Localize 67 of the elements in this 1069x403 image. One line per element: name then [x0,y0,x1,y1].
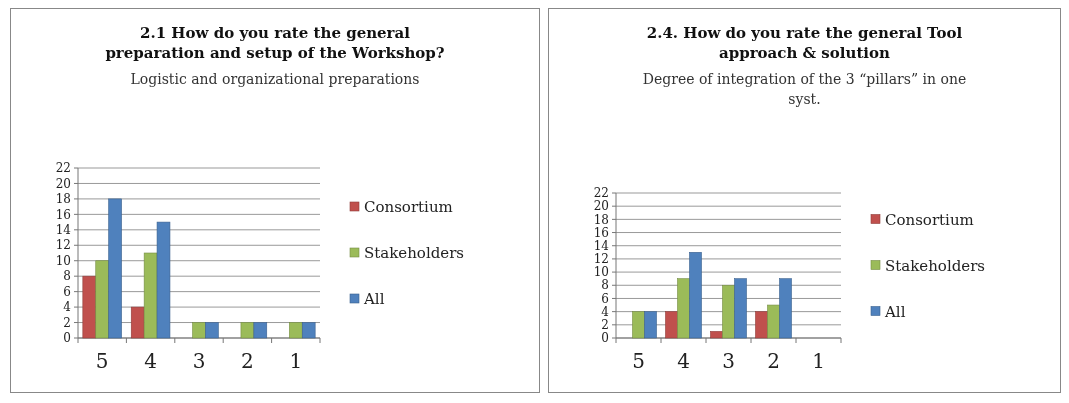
y-tick-label: 16 [593,225,609,240]
bar [301,322,316,339]
y-tick-label: 18 [55,192,71,207]
y-tick-label: 18 [593,212,609,227]
bar [95,260,109,339]
y-tick-label: 0 [63,331,71,346]
chart-subtitle: Degree of integration of the 3 “pillars” in one syst. [642,71,967,107]
y-tick-label: 4 [601,304,610,319]
bar [755,311,768,339]
bar [156,221,171,339]
bar [722,284,735,339]
chart-title: 2.1 How do you rate the general preparation and setup of the Workshop? [105,24,445,62]
bar [644,311,657,339]
bar [710,331,723,339]
y-tick-label: 16 [55,207,71,222]
y-tick-label: 14 [55,223,72,238]
bar [677,278,690,339]
y-tick-label: 8 [601,278,609,293]
x-tick-label: 1 [289,349,303,373]
bar [240,322,255,339]
bar [632,311,645,339]
legend-label: Stakeholders [885,256,986,275]
bar [253,322,268,339]
x-tick-label: 4 [677,349,690,373]
y-tick-label: 22 [593,186,609,201]
y-tick-label: 0 [601,331,609,346]
legend-label: Consortium [364,198,453,217]
bar [205,322,219,339]
y-tick-label: 10 [593,265,609,280]
bar [779,278,792,339]
x-tick-label: 1 [812,349,825,373]
legend-label: All [884,302,906,321]
y-tick-label: 6 [601,291,609,306]
x-tick-label: 3 [192,349,206,373]
y-tick-label: 20 [593,199,609,214]
y-tick-label: 20 [55,176,71,191]
bar [82,275,97,339]
y-tick-label: 12 [593,252,609,267]
legend-label: Consortium [885,210,974,229]
x-tick-label: 4 [144,349,157,373]
x-tick-label: 5 [95,349,109,373]
bar [665,311,678,339]
legend-label: Stakeholders [364,244,465,263]
y-tick-label: 2 [63,315,71,330]
bar [289,322,303,339]
y-tick-label: 4 [63,300,72,315]
bar [767,304,780,339]
x-tick-label: 2 [241,349,254,373]
x-tick-label: 3 [722,349,735,373]
y-tick-label: 22 [55,161,71,176]
y-tick-label: 10 [55,253,71,268]
bar [143,252,158,339]
y-tick-label: 6 [63,284,71,299]
bar [689,252,702,339]
chart-subtitle: Logistic and organizational preparations [130,71,420,87]
legend-label: All [363,290,385,309]
bar [108,198,122,339]
y-tick-label: 2 [601,318,609,333]
x-tick-label: 5 [632,349,645,373]
bar [192,322,206,339]
y-tick-label: 8 [63,269,71,284]
chart-title: 2.4. How do you rate the general Tool approach & solution [646,24,963,62]
y-tick-label: 12 [55,238,71,253]
x-tick-label: 2 [767,349,780,373]
bar [734,278,747,339]
bar [130,306,145,339]
y-tick-label: 14 [593,238,610,253]
